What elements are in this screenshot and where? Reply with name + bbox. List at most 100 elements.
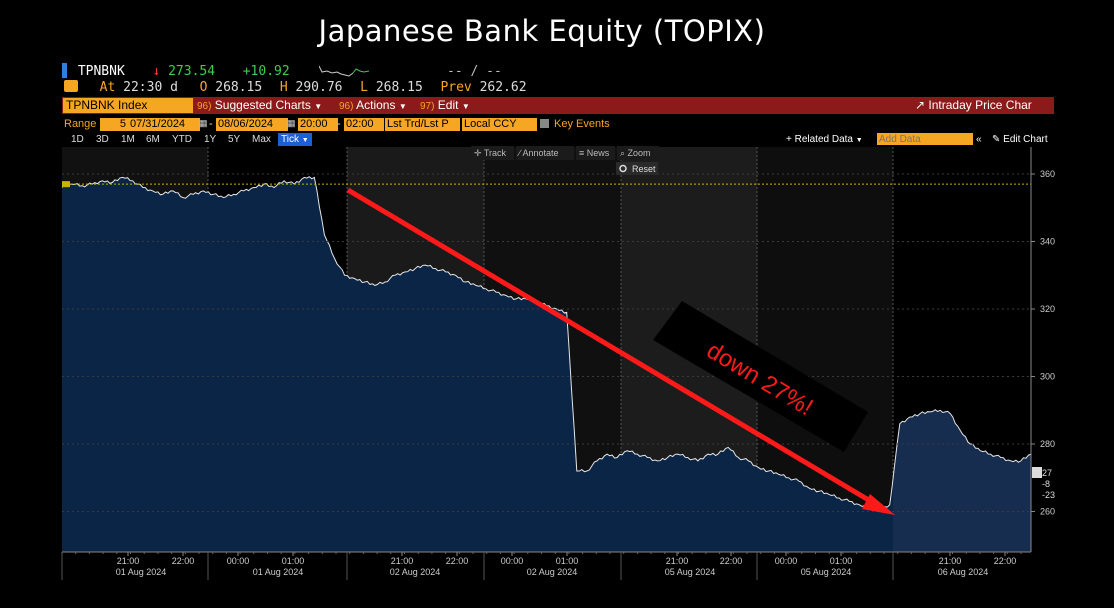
- reset-label: Reset: [632, 164, 656, 174]
- page-title: Japanese Bank Equity (TOPIX): [318, 14, 766, 48]
- trend-arrow-head: [862, 494, 895, 515]
- news-button[interactable]: ≡ News: [576, 146, 615, 160]
- x-tick-label: 01:00: [556, 556, 579, 566]
- suggested-label: Suggested Charts: [214, 98, 311, 112]
- end-time-field[interactable]: 02:00: [344, 118, 384, 131]
- caret-down-icon: ▼: [314, 102, 323, 111]
- timeframe-button-1m[interactable]: 1M: [121, 134, 135, 145]
- edit-chart-button[interactable]: ✎ Edit Chart: [992, 133, 1048, 146]
- zoom-button[interactable]: ⌕ Zoom: [617, 146, 659, 160]
- x-tick-label: 22:00: [446, 556, 469, 566]
- y-tick-label: 320: [1040, 304, 1055, 314]
- down-arrow-icon: ↓: [152, 64, 161, 79]
- range-bar: Range 5 07/31/2024 ▦ - 08/06/2024 ▦ 20:0…: [62, 118, 1054, 132]
- caret-down-icon: ▼: [301, 137, 309, 144]
- reset-button[interactable]: Reset: [616, 162, 658, 175]
- start-date-field[interactable]: 07/31/2024: [128, 118, 200, 131]
- calendar-icon[interactable]: ▦: [199, 118, 208, 128]
- timeframe-button-ytd[interactable]: YTD: [172, 134, 192, 145]
- x-tick-label: 01:00: [282, 556, 305, 566]
- low-value: 268.15: [375, 80, 423, 95]
- annotate-label: ∕ Annotate: [517, 148, 559, 158]
- timeframe-button-1d[interactable]: 1D: [71, 134, 84, 145]
- collapse-icon[interactable]: «: [976, 134, 982, 145]
- pencil-icon: ✎: [992, 134, 1001, 145]
- caret-down-icon: ▼: [461, 102, 470, 111]
- edit-label: Edit: [437, 98, 459, 112]
- actions-label: Actions: [356, 98, 396, 112]
- trade-type-select[interactable]: Lst Trd/Lst P: [385, 118, 460, 131]
- external-link-icon: ↗: [915, 98, 926, 112]
- trend-arrow-line: [346, 187, 879, 508]
- x-date-label: 05 Aug 2024: [801, 567, 852, 577]
- edit-button[interactable]: 97) Edit ▼: [420, 98, 470, 113]
- x-tick-label: 21:00: [666, 556, 689, 566]
- suggested-charts-button[interactable]: 96) Suggested Charts ▼: [197, 98, 322, 113]
- timeframe-button-max[interactable]: Max: [252, 134, 271, 145]
- tick-label: Tick: [281, 134, 299, 145]
- x-tick-label: 21:00: [391, 556, 414, 566]
- at-label: At: [99, 80, 116, 95]
- timeframe-bar: 1D 3D 1M 6M YTD 1Y 5Y Max Tick ▼ + Relat…: [62, 133, 1054, 146]
- right-value-label: 27: [1042, 468, 1052, 478]
- tool-bg: [576, 146, 615, 160]
- add-data-input[interactable]: [877, 133, 973, 145]
- intraday-price-chart-link[interactable]: ↗ Intraday Price Char: [915, 98, 1054, 113]
- annotate-button[interactable]: ∕ Annotate: [516, 146, 574, 160]
- sparkline-icon: [318, 65, 370, 77]
- zoom-label: ⌕ Zoom: [620, 148, 651, 158]
- tick-select[interactable]: Tick ▼: [278, 133, 312, 146]
- price-change: +10.92: [242, 64, 290, 79]
- actions-num: 96): [339, 101, 354, 112]
- x-date-label: 05 Aug 2024: [665, 567, 716, 577]
- end-date-field[interactable]: 08/06/2024: [216, 118, 288, 131]
- related-data-button[interactable]: + Related Data ▼: [786, 133, 863, 146]
- timeframe-button-5y[interactable]: 5Y: [228, 134, 241, 145]
- price-area: [62, 176, 893, 552]
- currency-select[interactable]: Local CCY: [462, 118, 537, 131]
- x-date-label: 06 Aug 2024: [938, 567, 989, 577]
- y-tick-label: 280: [1040, 439, 1055, 449]
- clock-icon: [64, 80, 78, 92]
- prev-value: 262.62: [479, 80, 527, 95]
- timeframe-button-6m[interactable]: 6M: [146, 134, 160, 145]
- x-tick-label: 21:00: [939, 556, 962, 566]
- x-date-label: 02 Aug 2024: [527, 567, 578, 577]
- x-date-label: 01 Aug 2024: [253, 567, 304, 577]
- x-tick-label: 00:00: [227, 556, 250, 566]
- ticker-row: TPNBNK ↓ 273.54 +10.92 -- / --: [62, 63, 502, 80]
- reset-icon: [619, 164, 627, 173]
- start-time-field[interactable]: 20:00: [298, 118, 338, 131]
- prev-label: Prev: [440, 80, 472, 95]
- caret-down-icon: ▼: [855, 137, 863, 144]
- tool-bg: [516, 146, 574, 160]
- last-price-marker: [1032, 467, 1042, 478]
- security-marker-icon: [62, 63, 67, 78]
- actions-button[interactable]: 96) Actions ▼: [339, 98, 407, 113]
- caret-down-icon: ▼: [398, 102, 407, 111]
- range-days-field[interactable]: 5: [100, 118, 128, 131]
- track-label: ✛ Track: [474, 148, 507, 158]
- ticker-symbol[interactable]: TPNBNK: [77, 64, 125, 79]
- suggested-num: 96): [197, 101, 212, 112]
- x-tick-label: 22:00: [720, 556, 743, 566]
- y-tick-label: 340: [1040, 237, 1055, 247]
- calendar-icon[interactable]: ▦: [287, 118, 296, 128]
- news-label: ≡ News: [579, 148, 610, 158]
- x-tick-label: 00:00: [501, 556, 524, 566]
- last-price: 273.54: [168, 64, 216, 79]
- tool-bg: [616, 162, 658, 175]
- timeframe-button-3d[interactable]: 3D: [96, 134, 109, 145]
- annotation-background: [653, 301, 868, 452]
- key-events-checkbox[interactable]: [540, 119, 549, 128]
- index-field[interactable]: TPNBNK Index: [63, 98, 193, 113]
- right-value-label: -8: [1042, 479, 1050, 489]
- price-area-latest: [893, 409, 1031, 552]
- tool-bg: [617, 146, 659, 160]
- timeframe-button-1y[interactable]: 1Y: [204, 134, 217, 145]
- track-button[interactable]: ✛ Track: [471, 146, 514, 160]
- main-toolbar: TPNBNK Index 96) Suggested Charts ▼ 96) …: [62, 97, 1054, 114]
- intraday-label: Intraday Price Char: [928, 98, 1032, 112]
- tool-bg: [471, 146, 514, 160]
